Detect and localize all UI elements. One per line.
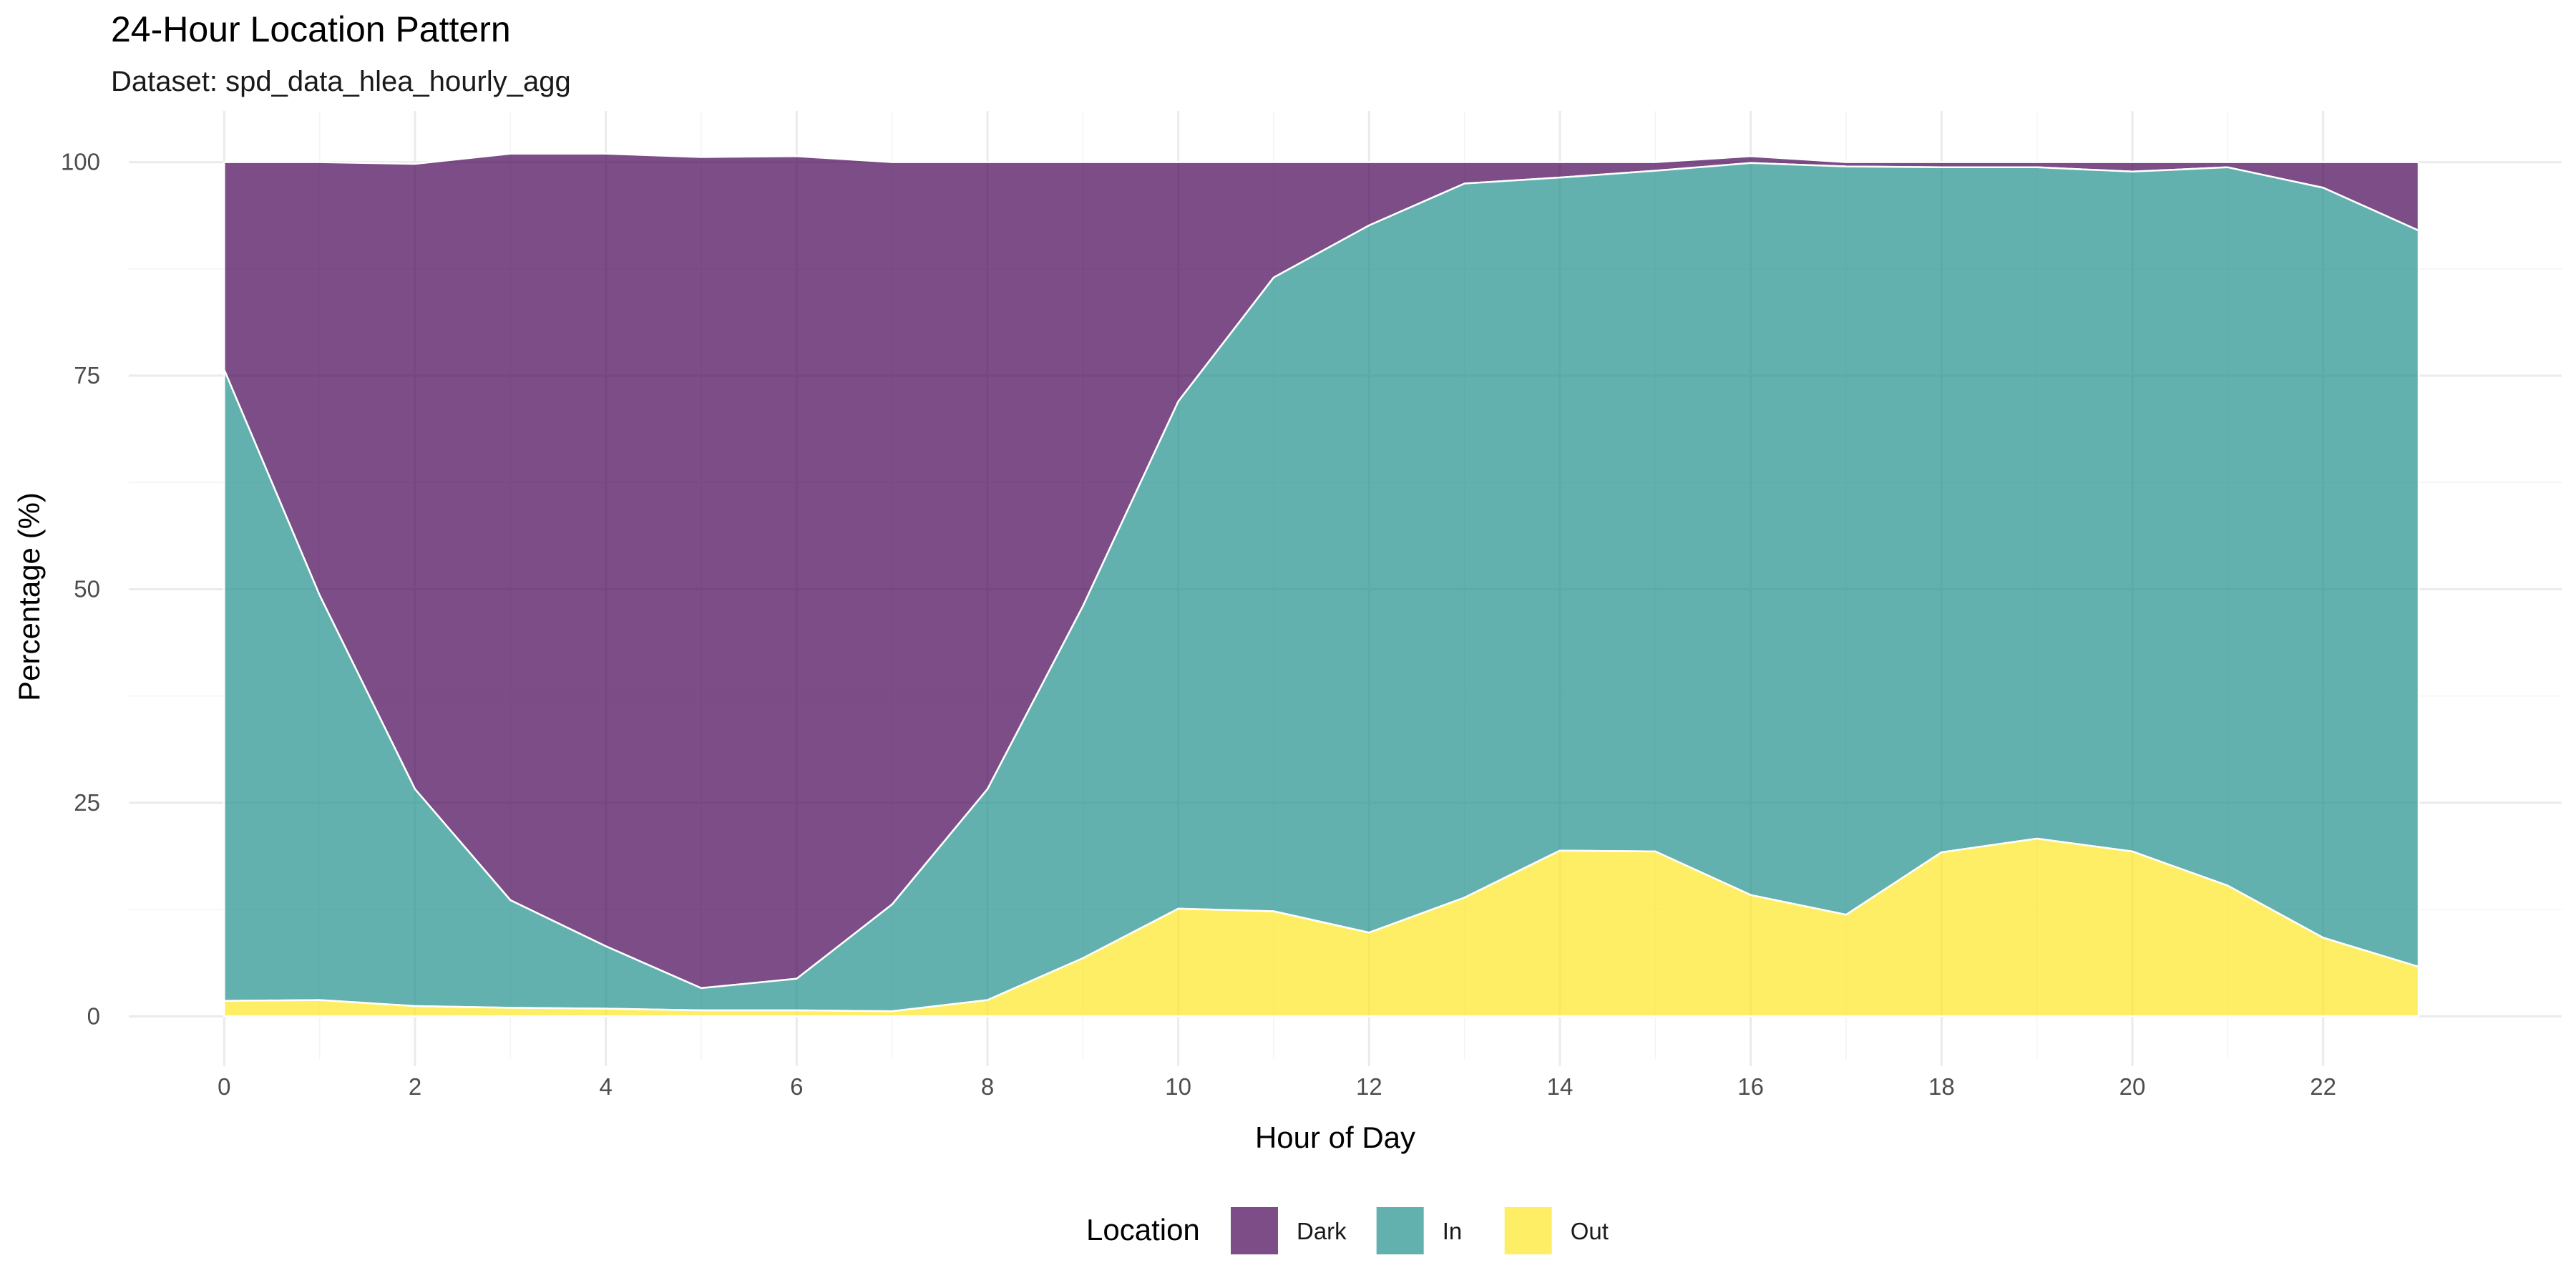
legend-label-dark: Dark (1297, 1218, 1347, 1244)
y-tick-label: 50 (74, 575, 100, 602)
x-tick-label: 22 (2310, 1073, 2336, 1100)
x-tick-label: 10 (1165, 1073, 1191, 1100)
y-tick-label: 100 (61, 149, 100, 175)
x-tick-label: 16 (1737, 1073, 1764, 1100)
area-series (223, 152, 2420, 1018)
x-tick-label: 12 (1356, 1073, 1382, 1100)
x-tick-label: 6 (790, 1073, 803, 1100)
area-out (223, 837, 2420, 1018)
legend-swatch-out (1504, 1207, 1552, 1254)
legend-swatch-dark (1231, 1207, 1278, 1254)
x-tick-label: 2 (409, 1073, 421, 1100)
x-tick-label: 18 (1928, 1073, 1955, 1100)
y-tick-label: 75 (74, 362, 100, 389)
legend-label-in: In (1443, 1218, 1463, 1244)
x-tick-label: 0 (218, 1073, 230, 1100)
chart-title: 24-Hour Location Pattern (111, 9, 511, 49)
x-tick-label: 4 (599, 1073, 612, 1100)
legend-label-out: Out (1571, 1218, 1609, 1244)
legend-swatch-in (1376, 1207, 1424, 1254)
legend: Location Dark In Out (1086, 1207, 1609, 1254)
x-axis-title: Hour of Day (1255, 1121, 1415, 1154)
y-tick-label: 25 (74, 789, 100, 816)
y-tick-label: 0 (87, 1002, 100, 1029)
x-tick-label: 20 (2119, 1073, 2146, 1100)
legend-items: Dark In Out (1231, 1207, 1609, 1254)
x-tick-label: 8 (981, 1073, 994, 1100)
chart-subtitle: Dataset: spd_data_hlea_hourly_agg (111, 66, 571, 97)
x-tick-label: 14 (1547, 1073, 1574, 1100)
y-axis-title: Percentage (%) (12, 492, 46, 701)
axis-ticks: 0 2 4 6 8 10 12 14 16 18 20 22 0 25 50 75 100 (61, 149, 2336, 1100)
legend-title: Location (1086, 1213, 1200, 1246)
